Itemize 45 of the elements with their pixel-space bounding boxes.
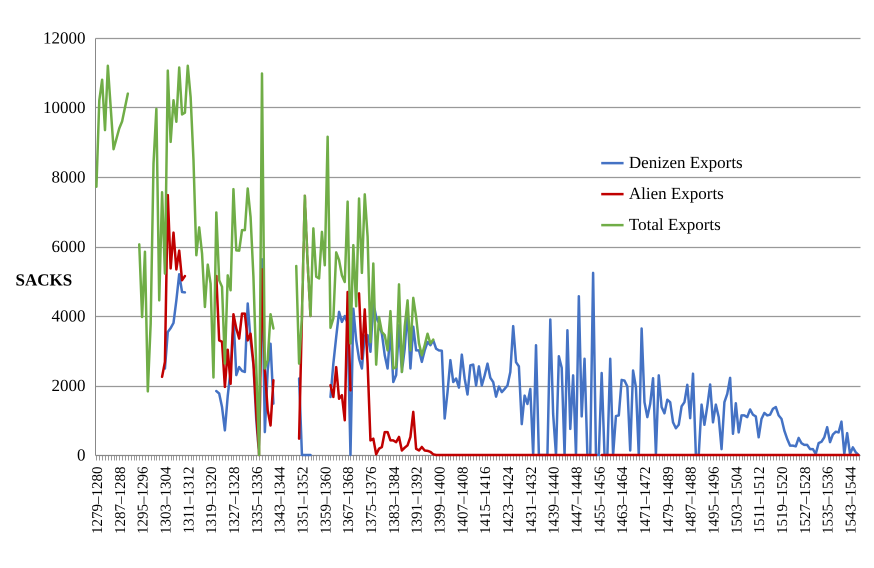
x-tick-label: 1511–1512 bbox=[752, 466, 768, 534]
x-tick-label: 1447–1448 bbox=[569, 466, 586, 534]
y-axis-title: SACKS bbox=[16, 270, 72, 290]
x-tick-label: 1375–1376 bbox=[364, 466, 380, 534]
x-tick-label: 1391–1392 bbox=[410, 466, 426, 534]
x-tick-label: 1279–1280 bbox=[90, 466, 106, 534]
x-tick-label: 1327–1328 bbox=[226, 466, 243, 534]
x-tick-label: 1351–1352 bbox=[295, 466, 312, 534]
y-tick-label: 8000 bbox=[52, 168, 86, 186]
x-tick-label: 1407–1408 bbox=[455, 466, 472, 534]
x-tick-label: 1343–1344 bbox=[272, 466, 289, 534]
x-tick-label: 1535–1536 bbox=[820, 466, 837, 534]
x-tick-label: 1383–1384 bbox=[386, 466, 403, 534]
x-tick-label: 1319–1320 bbox=[204, 466, 220, 534]
y-tick-label: 4000 bbox=[52, 306, 86, 326]
x-tick-label: 1311–1312 bbox=[181, 466, 198, 534]
y-tick-label: 10000 bbox=[43, 98, 86, 117]
x-tick-label: 1479–1489 bbox=[660, 466, 677, 534]
legend-label: Total Exports bbox=[628, 215, 721, 234]
legend-label: Denizen Exports bbox=[628, 153, 743, 172]
x-tick-label: 1423–1424 bbox=[500, 466, 517, 534]
x-tick-label: 1431–1432 bbox=[524, 466, 540, 534]
y-tick-label: 12000 bbox=[43, 28, 86, 48]
x-tick-label: 1543–1544 bbox=[844, 466, 860, 534]
x-tick-label: 1471–1472 bbox=[638, 466, 654, 534]
x-tick-label: 1503–1504 bbox=[729, 466, 746, 534]
x-tick-label: 1527–1528 bbox=[798, 466, 814, 534]
x-tick-label: 1455–1456 bbox=[592, 466, 608, 534]
x-tick-label: 1303–1304 bbox=[158, 466, 174, 534]
x-tick-label: 1519–1520 bbox=[775, 466, 791, 534]
x-tick-label: 1287–1288 bbox=[112, 466, 129, 534]
y-tick-label: 0 bbox=[77, 446, 86, 464]
x-tick-label: 1335–1336 bbox=[250, 466, 266, 534]
x-tick-label: 1359–1360 bbox=[318, 466, 334, 534]
y-tick-label: 2000 bbox=[52, 376, 86, 395]
y-tick-label: 6000 bbox=[52, 237, 86, 256]
x-tick-label: 1487–1488 bbox=[684, 466, 700, 534]
x-tick-label: 1495–1496 bbox=[706, 466, 722, 534]
x-tick-label: 1399–1400 bbox=[432, 466, 448, 534]
x-tick-label: 1367–1368 bbox=[341, 466, 358, 534]
x-tick-label: 1439–1440 bbox=[546, 466, 563, 534]
x-tick-label: 1463–1464 bbox=[615, 466, 632, 534]
x-tick-label: 1415–1416 bbox=[478, 466, 494, 534]
x-tick-label: 1295–1296 bbox=[136, 466, 152, 534]
legend-label: Alien Exports bbox=[628, 184, 724, 204]
